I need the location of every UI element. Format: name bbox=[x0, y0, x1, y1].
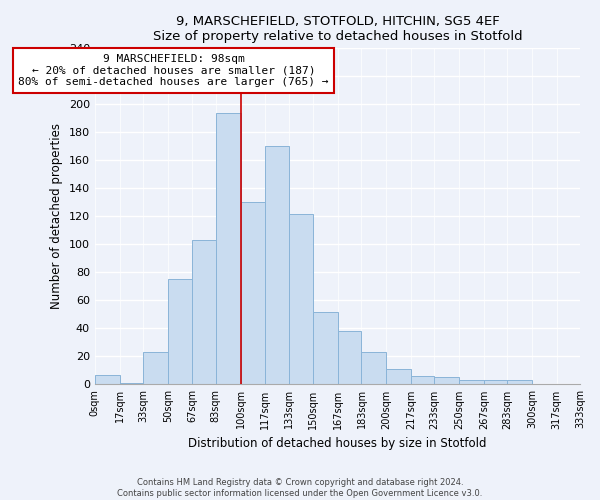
Bar bbox=[411, 376, 434, 384]
Bar bbox=[193, 240, 216, 384]
Text: Contains HM Land Registry data © Crown copyright and database right 2024.
Contai: Contains HM Land Registry data © Crown c… bbox=[118, 478, 482, 498]
Bar bbox=[361, 352, 386, 384]
Bar bbox=[143, 352, 167, 384]
Bar bbox=[265, 146, 289, 384]
Bar bbox=[484, 380, 507, 384]
Bar bbox=[507, 380, 532, 384]
X-axis label: Distribution of detached houses by size in Stotfold: Distribution of detached houses by size … bbox=[188, 437, 487, 450]
Bar bbox=[434, 378, 459, 384]
Bar bbox=[386, 369, 411, 384]
Bar bbox=[167, 280, 193, 384]
Bar bbox=[95, 374, 119, 384]
Bar bbox=[216, 113, 241, 384]
Text: 9 MARSCHEFIELD: 98sqm
← 20% of detached houses are smaller (187)
80% of semi-det: 9 MARSCHEFIELD: 98sqm ← 20% of detached … bbox=[18, 54, 329, 87]
Bar bbox=[338, 331, 361, 384]
Bar bbox=[119, 383, 143, 384]
Bar bbox=[459, 380, 484, 384]
Bar bbox=[241, 202, 265, 384]
Title: 9, MARSCHEFIELD, STOTFOLD, HITCHIN, SG5 4EF
Size of property relative to detache: 9, MARSCHEFIELD, STOTFOLD, HITCHIN, SG5 … bbox=[152, 15, 522, 43]
Y-axis label: Number of detached properties: Number of detached properties bbox=[50, 124, 63, 310]
Bar bbox=[313, 312, 338, 384]
Bar bbox=[289, 214, 313, 384]
